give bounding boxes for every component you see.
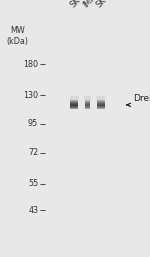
Bar <box>97 108 105 109</box>
Bar <box>70 107 78 108</box>
Bar <box>97 107 105 108</box>
Text: 43: 43 <box>28 206 38 215</box>
Bar <box>97 104 105 105</box>
Bar <box>85 103 90 104</box>
Bar <box>97 105 105 106</box>
Text: Drebrin: Drebrin <box>134 94 150 104</box>
Bar <box>97 108 105 109</box>
Bar <box>97 106 105 107</box>
Bar <box>70 103 78 104</box>
Bar <box>70 105 78 106</box>
Bar <box>70 101 78 102</box>
Bar <box>70 108 78 109</box>
Text: 95: 95 <box>28 120 38 128</box>
Bar <box>70 108 78 109</box>
Bar <box>96 96 105 100</box>
Bar <box>85 101 90 102</box>
Bar <box>85 107 90 108</box>
Bar <box>97 101 105 102</box>
Bar <box>97 103 105 104</box>
Bar <box>85 105 90 106</box>
Bar <box>84 96 91 100</box>
Bar <box>85 105 90 106</box>
Bar <box>70 104 78 105</box>
Bar <box>70 105 78 106</box>
Text: SK-N-SH: SK-N-SH <box>68 0 97 9</box>
Bar <box>85 102 90 103</box>
Bar <box>70 100 78 101</box>
Text: 130: 130 <box>23 91 38 100</box>
Bar <box>85 104 90 105</box>
Bar <box>85 100 90 101</box>
Bar <box>85 101 90 102</box>
Bar <box>85 106 90 107</box>
Bar <box>97 105 105 106</box>
Bar <box>97 100 105 101</box>
Text: SK-N-AS: SK-N-AS <box>95 0 123 9</box>
Bar <box>97 102 105 103</box>
Bar <box>70 106 78 107</box>
Bar <box>85 108 90 109</box>
Text: IMR32: IMR32 <box>82 0 105 9</box>
Bar <box>85 108 90 109</box>
Text: 180: 180 <box>23 60 38 69</box>
Bar <box>97 103 105 104</box>
Bar <box>70 102 78 103</box>
Bar <box>70 96 79 100</box>
Text: 72: 72 <box>28 148 38 157</box>
Bar <box>97 101 105 102</box>
Bar <box>70 103 78 104</box>
Text: 55: 55 <box>28 179 38 188</box>
Bar <box>85 103 90 104</box>
Text: MW
(kDa): MW (kDa) <box>6 26 28 46</box>
Bar <box>70 101 78 102</box>
